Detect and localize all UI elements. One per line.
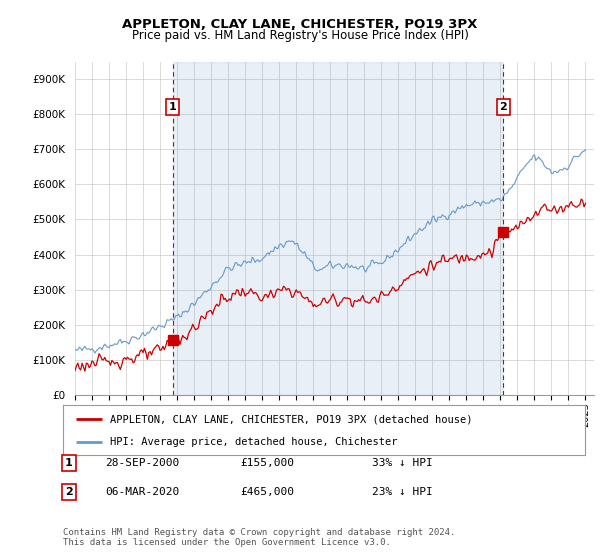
Text: APPLETON, CLAY LANE, CHICHESTER, PO19 3PX (detached house): APPLETON, CLAY LANE, CHICHESTER, PO19 3P… <box>110 414 472 424</box>
Text: 1: 1 <box>169 102 177 112</box>
Text: 06-MAR-2020: 06-MAR-2020 <box>105 487 179 497</box>
Text: 28-SEP-2000: 28-SEP-2000 <box>105 458 179 468</box>
Text: 1: 1 <box>65 458 73 468</box>
Text: HPI: Average price, detached house, Chichester: HPI: Average price, detached house, Chic… <box>110 437 397 447</box>
Text: APPLETON, CLAY LANE, CHICHESTER, PO19 3PX: APPLETON, CLAY LANE, CHICHESTER, PO19 3P… <box>122 18 478 31</box>
Text: £155,000: £155,000 <box>240 458 294 468</box>
Bar <box>173 62 503 395</box>
Text: 33% ↓ HPI: 33% ↓ HPI <box>372 458 433 468</box>
Text: Contains HM Land Registry data © Crown copyright and database right 2024.
This d: Contains HM Land Registry data © Crown c… <box>63 528 455 547</box>
Text: 23% ↓ HPI: 23% ↓ HPI <box>372 487 433 497</box>
Text: 2: 2 <box>65 487 73 497</box>
Text: Price paid vs. HM Land Registry's House Price Index (HPI): Price paid vs. HM Land Registry's House … <box>131 29 469 42</box>
Text: £465,000: £465,000 <box>240 487 294 497</box>
Text: 2: 2 <box>499 102 507 112</box>
